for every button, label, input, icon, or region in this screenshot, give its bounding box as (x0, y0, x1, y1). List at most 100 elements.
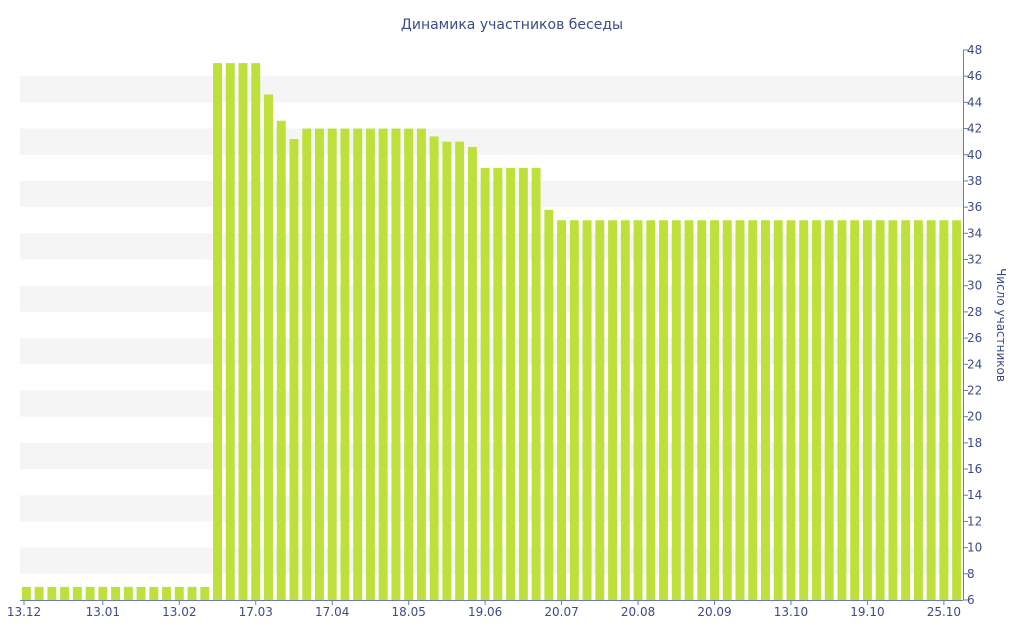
bar[interactable] (799, 220, 809, 601)
bar[interactable] (582, 220, 592, 601)
bar[interactable] (761, 220, 770, 601)
bar[interactable] (544, 209, 554, 600)
bar[interactable] (850, 220, 860, 601)
grid-band (20, 390, 963, 417)
bar[interactable] (837, 220, 847, 601)
x-tick-label: 17.04 (315, 605, 349, 619)
bar[interactable] (926, 220, 936, 601)
y-tick-label: 44 (967, 95, 982, 109)
chart-title: Динамика участников беседы (401, 17, 623, 33)
x-tick-label: 18.05 (391, 605, 425, 619)
x-tick-label: 13.12 (7, 605, 41, 619)
bar[interactable] (187, 586, 197, 600)
bar[interactable] (429, 136, 439, 600)
bar[interactable] (123, 586, 133, 600)
bar[interactable] (21, 586, 31, 600)
bar[interactable] (378, 128, 388, 600)
y-tick-label: 12 (967, 514, 982, 528)
bar[interactable] (455, 141, 465, 601)
bar[interactable] (506, 167, 516, 601)
bar[interactable] (353, 128, 363, 600)
bar[interactable] (467, 146, 477, 600)
y-tick-label: 34 (967, 226, 982, 240)
bar[interactable] (136, 586, 146, 600)
bar[interactable] (608, 220, 618, 601)
bar[interactable] (913, 220, 923, 601)
bar[interactable] (251, 63, 261, 601)
bar[interactable] (289, 139, 299, 601)
bar[interactable] (748, 220, 758, 601)
bar[interactable] (569, 220, 579, 601)
bar[interactable] (480, 167, 490, 601)
bar[interactable] (633, 220, 643, 601)
bar[interactable] (149, 586, 159, 600)
grid-band (20, 76, 963, 103)
bar[interactable] (60, 586, 70, 600)
bar[interactable] (276, 120, 286, 601)
bar[interactable] (684, 220, 694, 601)
x-tick-label: 20.09 (697, 605, 731, 619)
bar[interactable] (264, 94, 273, 601)
bar[interactable] (225, 63, 235, 601)
x-axis: 13.12 13.01 13.02 17.03 17.04 18.05 19.06 20.07… (7, 600, 963, 619)
bar[interactable] (671, 220, 681, 601)
bar[interactable] (404, 128, 414, 600)
bar[interactable] (659, 220, 668, 601)
bar[interactable] (824, 220, 834, 601)
bar[interactable] (493, 167, 503, 601)
bar[interactable] (85, 586, 95, 600)
x-tick-label: 20.08 (621, 605, 655, 619)
grid-band (20, 495, 963, 522)
y-tick-label: 22 (967, 383, 982, 397)
bar[interactable] (901, 220, 911, 601)
bar[interactable] (710, 220, 719, 601)
bar[interactable] (773, 220, 783, 601)
bar[interactable] (557, 220, 567, 601)
y-tick-label: 14 (967, 488, 982, 502)
bar[interactable] (162, 586, 172, 600)
bar[interactable] (786, 220, 796, 601)
bar[interactable] (620, 220, 630, 601)
bar[interactable] (302, 128, 312, 600)
bar[interactable] (111, 586, 121, 600)
bar[interactable] (98, 586, 108, 600)
bar[interactable] (365, 128, 375, 600)
bar[interactable] (722, 220, 732, 601)
bar[interactable] (697, 220, 707, 601)
bar[interactable] (34, 586, 44, 600)
y-tick-label: 10 (967, 541, 982, 555)
bar[interactable] (174, 586, 184, 600)
bar[interactable] (340, 128, 350, 600)
bar[interactable] (213, 63, 222, 601)
background-bands (20, 76, 963, 574)
bar[interactable] (646, 220, 656, 601)
grid-band (20, 180, 963, 208)
bar[interactable] (391, 128, 401, 600)
bar[interactable] (888, 220, 898, 601)
bar[interactable] (238, 63, 248, 601)
y-tick-label: 38 (967, 174, 982, 188)
bar[interactable] (875, 220, 885, 601)
bar[interactable] (735, 220, 745, 601)
bar[interactable] (811, 220, 821, 601)
grid-band (20, 128, 963, 155)
bar[interactable] (952, 220, 962, 601)
bar[interactable] (72, 586, 82, 600)
bar[interactable] (531, 167, 541, 601)
bar[interactable] (47, 586, 57, 600)
x-tick-label: 19.06 (468, 605, 502, 619)
y-tick-label: 6 (967, 593, 975, 607)
bar[interactable] (200, 586, 210, 600)
bar[interactable] (416, 128, 426, 600)
bar[interactable] (327, 128, 337, 600)
bar[interactable] (442, 141, 452, 601)
bar[interactable] (939, 220, 949, 601)
bar[interactable] (595, 220, 605, 601)
bar[interactable] (315, 128, 324, 600)
bar[interactable] (518, 167, 528, 601)
y-tick-label: 48 (967, 43, 982, 57)
y-tick-label: 28 (967, 305, 982, 319)
bar[interactable] (862, 220, 872, 601)
